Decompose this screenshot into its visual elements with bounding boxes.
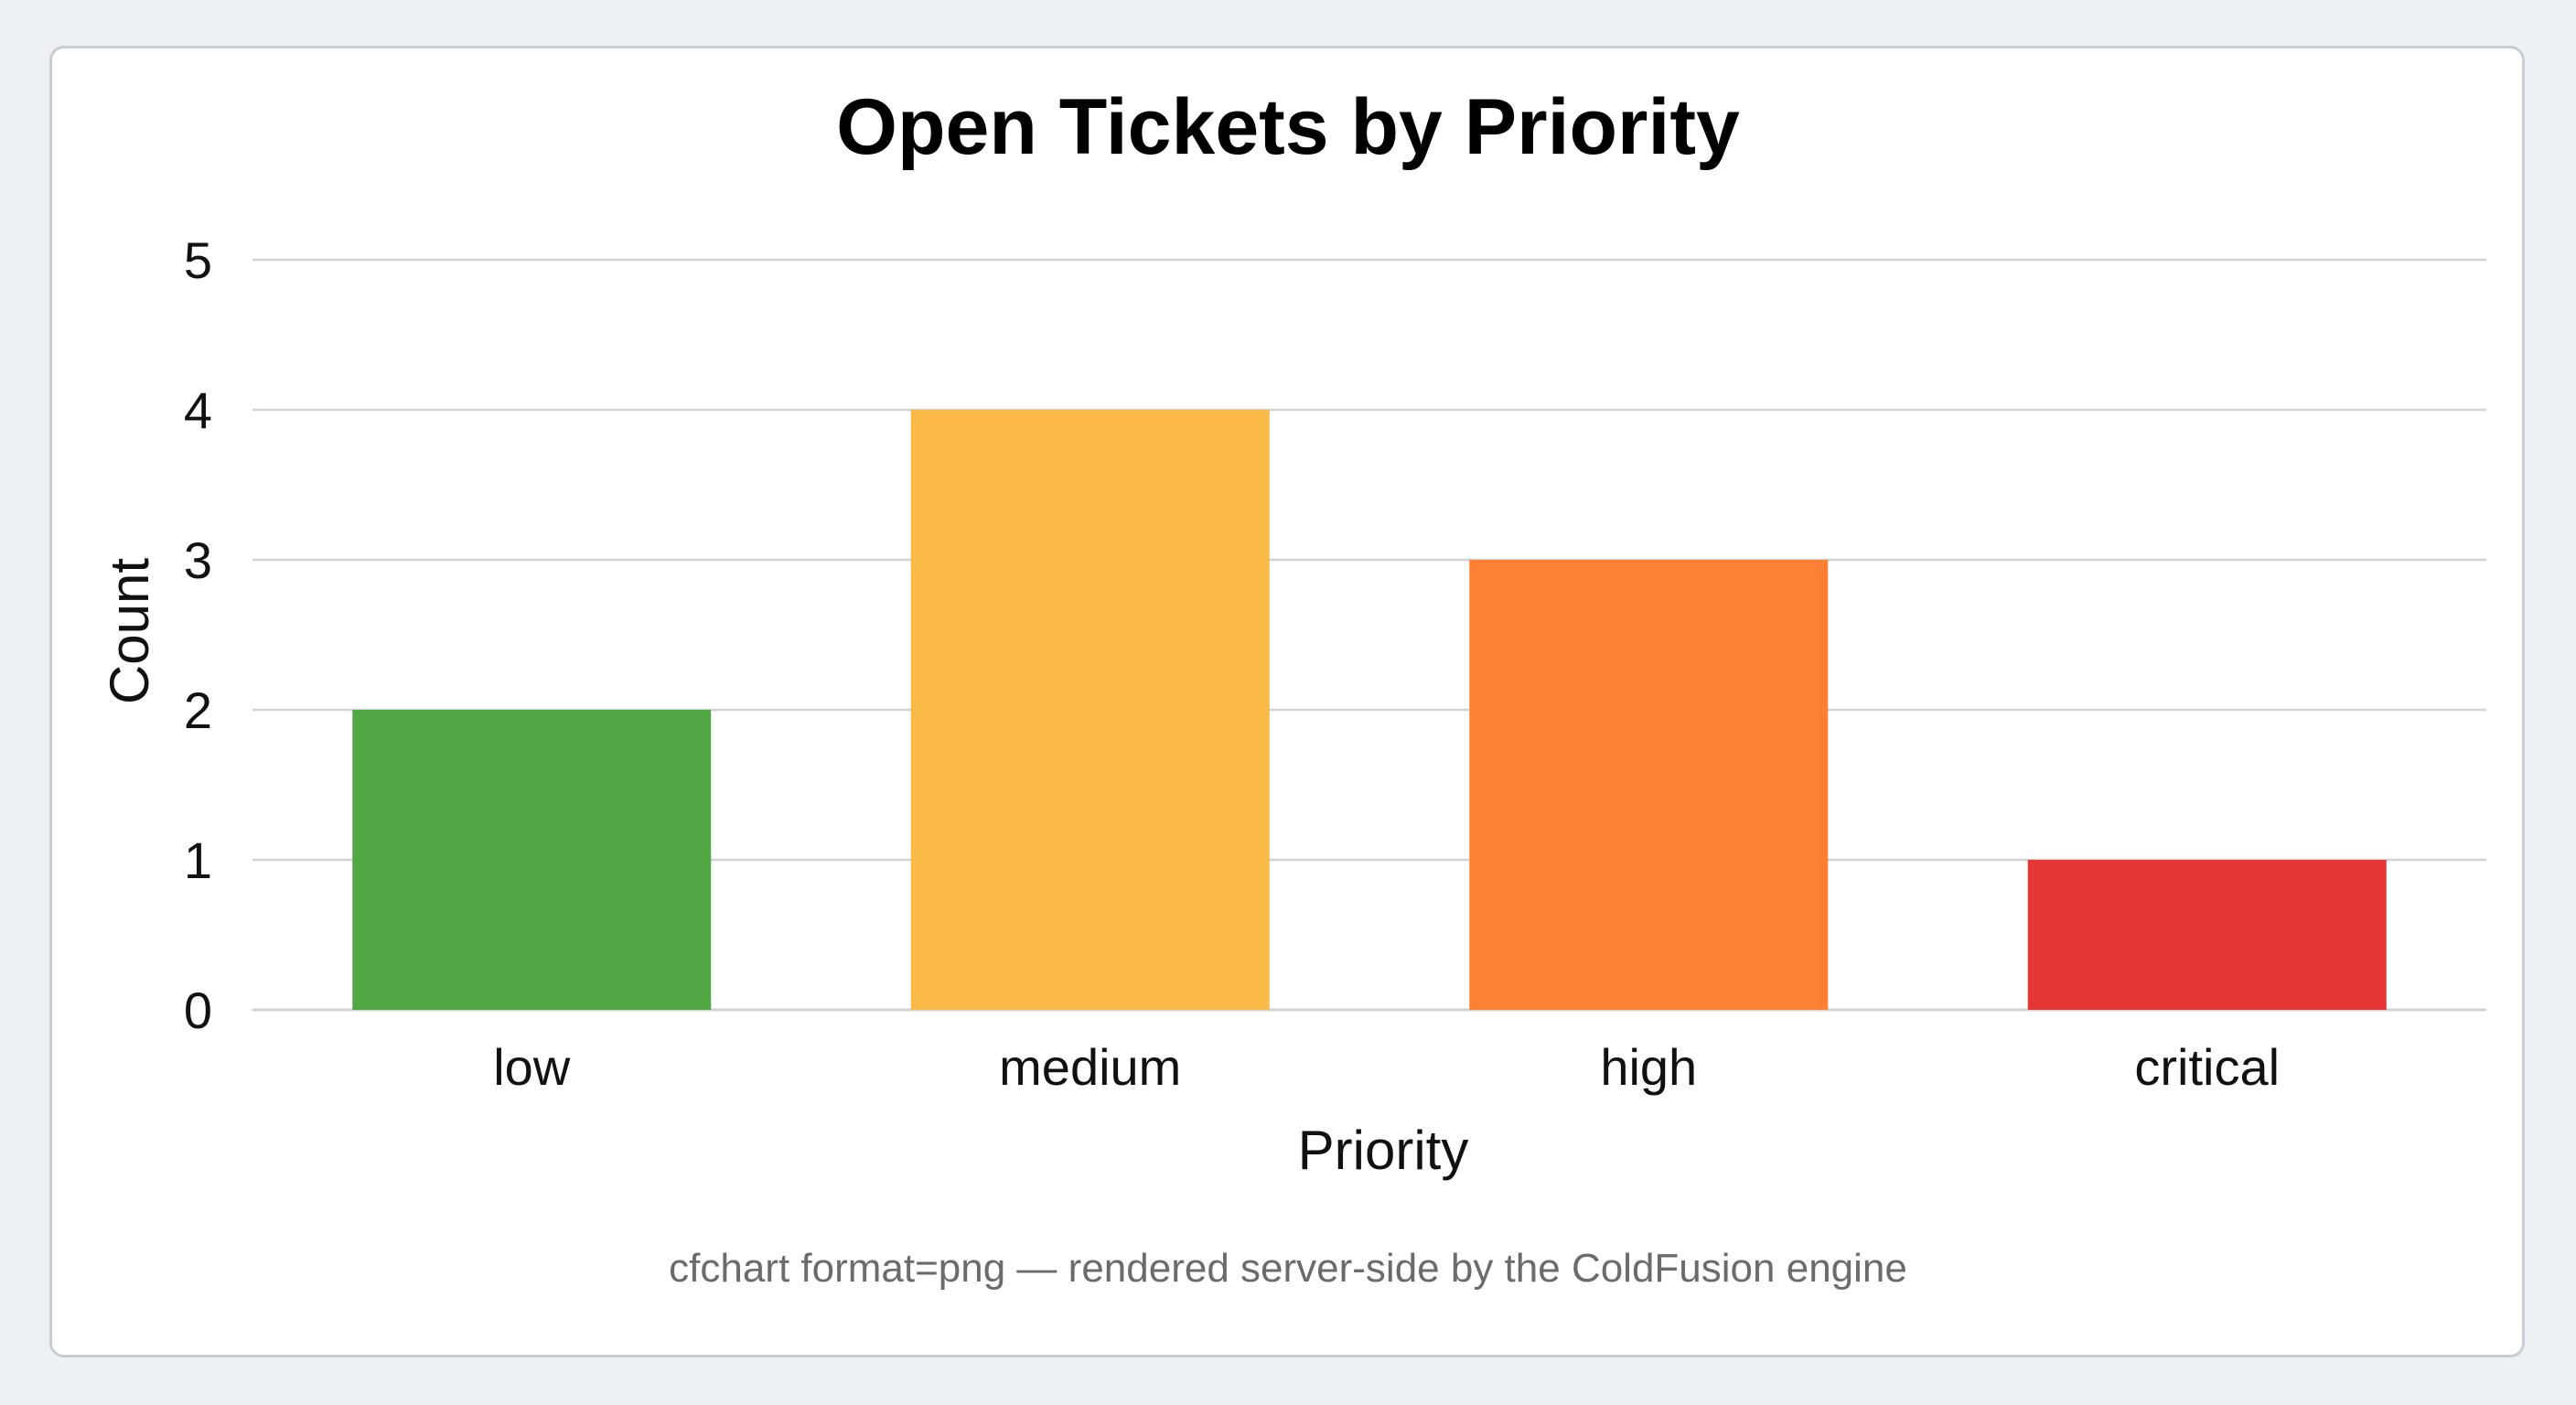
bars [352,410,2387,1010]
chart-card [49,46,2525,1357]
x-tick-label-medium: medium [999,1038,1181,1096]
y-axis-ticks: 0 1 2 3 4 5 [184,231,212,1039]
y-axis-label: Count [99,558,160,704]
y-tick-label: 4 [184,381,212,439]
x-tick-label-low: low [493,1038,571,1096]
y-tick-label: 3 [184,531,212,589]
x-axis-ticks: low medium high critical [493,1038,2280,1096]
bar-low [352,710,712,1010]
chart-caption: cfchart format=png — rendered server-sid… [669,1246,1907,1291]
y-tick-label: 1 [184,831,212,889]
bar-high [1469,560,1829,1010]
bar-medium [910,410,1270,1010]
chart-title: Open Tickets by Priority [836,83,1740,171]
x-tick-label-critical: critical [2134,1038,2280,1096]
y-tick-label: 5 [184,231,212,289]
y-tick-label: 2 [184,681,212,739]
bar-critical [2027,860,2387,1010]
x-axis-label: Priority [1298,1120,1469,1181]
y-tick-label: 0 [184,981,212,1039]
x-tick-label-high: high [1600,1038,1697,1096]
